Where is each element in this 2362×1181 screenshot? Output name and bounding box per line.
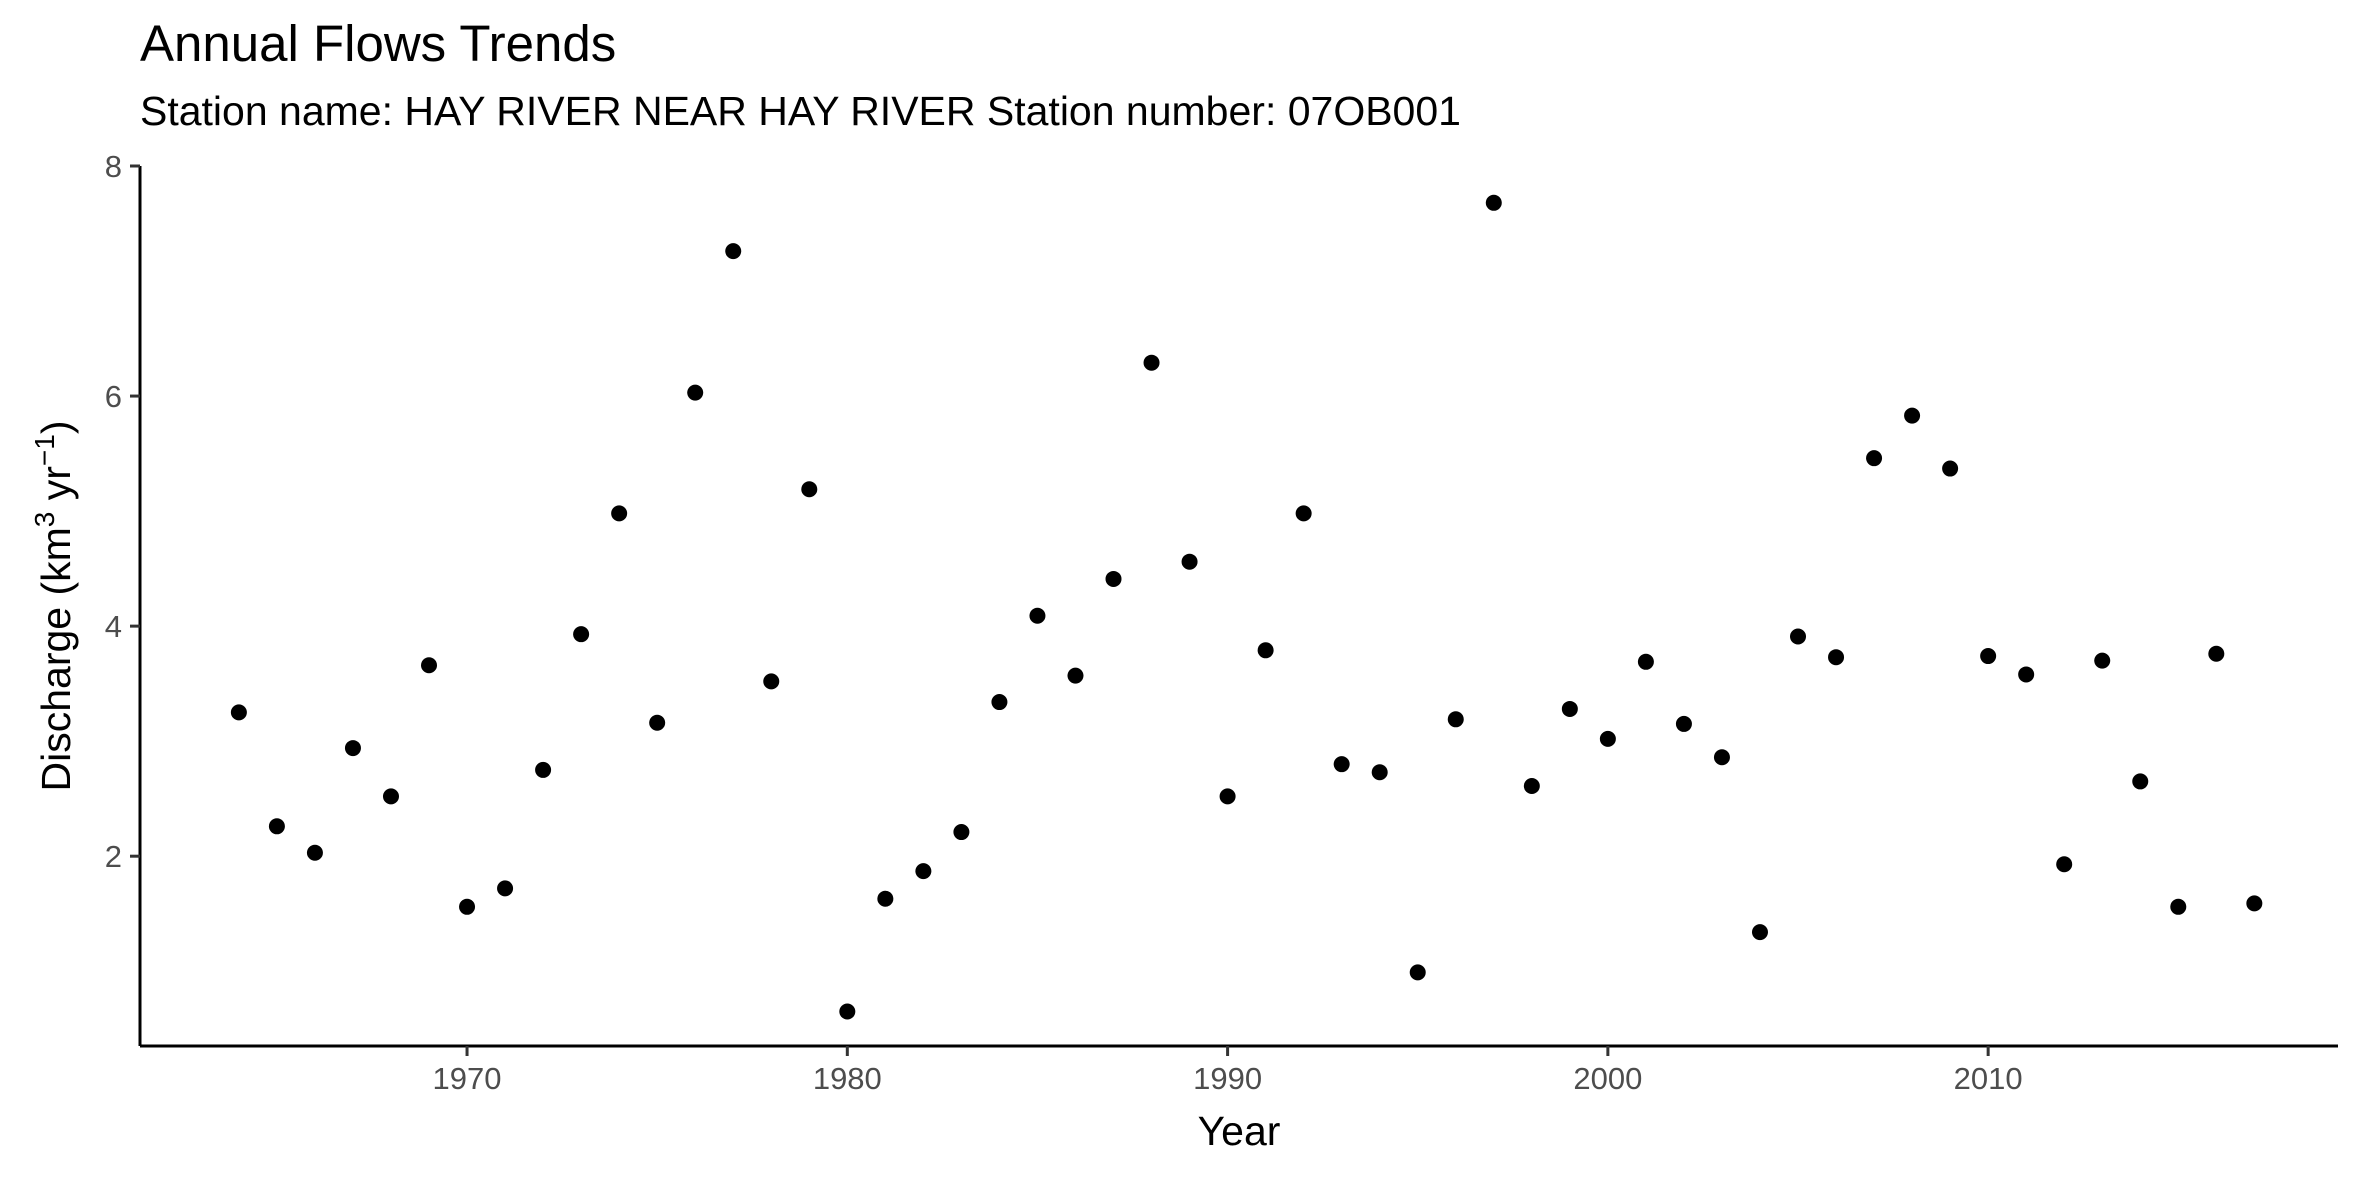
data-point: [2132, 773, 2149, 790]
data-point: [1637, 653, 1654, 670]
data-point: [801, 481, 818, 498]
x-tick-label: 2010: [1954, 1061, 2023, 1096]
data-point: [725, 243, 742, 260]
y-axis-title-sup2: −1: [29, 434, 60, 466]
data-point: [1904, 407, 1921, 424]
data-point: [1828, 649, 1845, 666]
data-point: [2094, 652, 2111, 669]
data-point: [877, 890, 894, 907]
data-point: [1257, 642, 1274, 659]
data-point: [573, 626, 590, 643]
data-point: [763, 673, 780, 690]
data-point: [649, 714, 666, 731]
data-point: [1751, 924, 1768, 941]
data-point: [611, 505, 628, 522]
data-point: [1371, 764, 1388, 781]
data-point: [306, 844, 323, 861]
x-tick-label: 1980: [813, 1061, 882, 1096]
data-point: [535, 761, 552, 778]
data-point: [2246, 895, 2263, 912]
data-point: [1866, 450, 1883, 467]
y-tick-label: 8: [105, 149, 122, 184]
data-point: [687, 384, 704, 401]
y-tick-label: 2: [105, 839, 122, 874]
data-point: [497, 880, 514, 897]
data-point: [1447, 711, 1464, 728]
data-point: [382, 788, 399, 805]
chart-subtitle: Station name: HAY RIVER NEAR HAY RIVER S…: [140, 88, 1461, 134]
data-point: [2208, 645, 2225, 662]
y-tick-label: 6: [105, 379, 122, 414]
y-axis-title-prefix: Discharge (km: [33, 527, 79, 791]
data-point: [953, 824, 970, 841]
y-axis-title-suffix: ): [33, 421, 79, 435]
data-point: [991, 694, 1008, 711]
y-axis-ticks: 2 4 6 8: [105, 149, 140, 874]
data-point: [230, 704, 247, 721]
data-point: [1790, 628, 1807, 645]
data-point: [1980, 648, 1997, 665]
data-point: [344, 740, 361, 757]
x-tick-label: 1990: [1193, 1061, 1262, 1096]
data-point: [839, 1003, 856, 1020]
data-point: [2018, 666, 2035, 683]
data-point: [1295, 505, 1312, 522]
data-point: [1409, 964, 1426, 981]
data-point: [1067, 667, 1084, 684]
x-axis-title: Year: [1198, 1108, 1281, 1154]
x-tick-label: 2000: [1573, 1061, 1642, 1096]
data-point: [1713, 749, 1730, 766]
x-tick-label: 1970: [433, 1061, 502, 1096]
data-point: [1523, 778, 1540, 795]
data-point: [1942, 460, 1959, 477]
data-point: [1105, 570, 1122, 587]
data-point: [1599, 730, 1616, 747]
data-point: [2170, 898, 2187, 915]
y-axis-title-sup1: 3: [29, 512, 60, 528]
y-tick-label: 4: [105, 609, 122, 644]
data-point: [421, 657, 438, 674]
data-point: [1561, 700, 1578, 717]
y-axis-title: Discharge (km3 yr−1): [29, 421, 79, 792]
data-point: [1029, 607, 1046, 624]
data-point: [268, 818, 285, 835]
data-point: [2056, 856, 2073, 873]
data-point: [1333, 756, 1350, 773]
data-point: [1181, 553, 1198, 570]
chart-title: Annual Flows Trends: [140, 15, 617, 72]
data-points: [230, 194, 2263, 1020]
data-point: [915, 863, 932, 880]
x-axis-ticks: 1970 1980 1990 2000 2010: [433, 1046, 2023, 1096]
data-point: [1219, 788, 1236, 805]
data-point: [1675, 715, 1692, 732]
data-point: [1143, 354, 1160, 371]
y-axis-title-middle: yr: [33, 466, 79, 512]
data-point: [459, 898, 476, 915]
data-point: [1485, 194, 1502, 211]
